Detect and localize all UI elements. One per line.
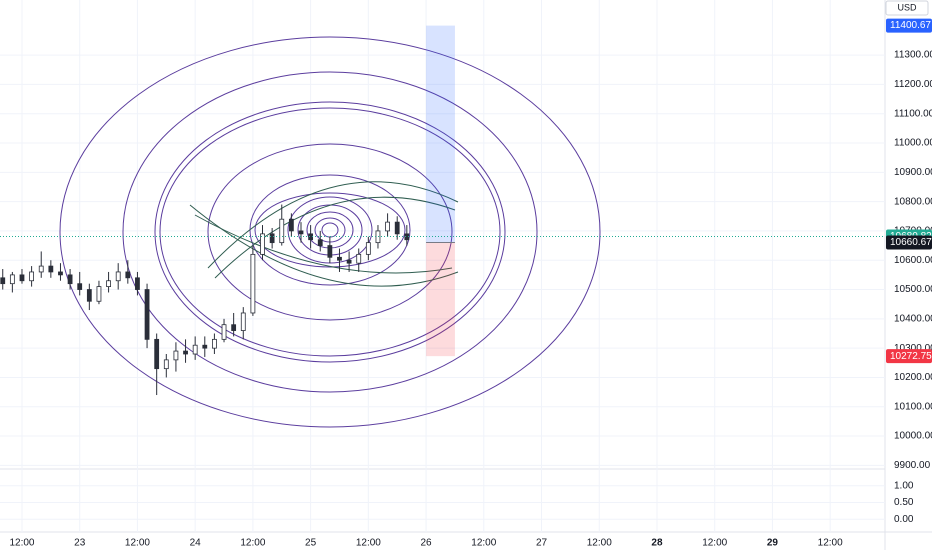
candle-body (77, 283, 83, 290)
candle-body (19, 274, 25, 282)
x-tick-label: 12:00 (702, 538, 727, 549)
y-tick-label: 10500.00 (894, 284, 932, 295)
loss-zone (426, 242, 455, 357)
x-tick-label: 29 (767, 538, 779, 549)
y-tick-label: 10100.00 (894, 401, 932, 412)
candle-body (269, 233, 275, 244)
price-badge (886, 18, 932, 33)
candle-body (144, 289, 150, 340)
x-tick-label: 25 (305, 538, 317, 549)
y-tick-label: 11000.00 (894, 138, 932, 149)
y-tick-label: 0.00 (894, 514, 914, 525)
y-tick-label: 9900.00 (894, 460, 931, 471)
curve[interactable] (214, 196, 456, 279)
candle-body (0, 277, 6, 285)
candle-body (67, 274, 73, 285)
candle-body (288, 218, 294, 232)
x-tick-label: 12:00 (125, 538, 150, 549)
x-tick-label: 12:00 (818, 538, 843, 549)
y-tick-label: 11200.00 (894, 79, 932, 90)
candle-body (154, 338, 160, 370)
x-tick-label: 24 (190, 538, 202, 549)
candle-body (327, 245, 333, 258)
currency-button[interactable] (885, 0, 929, 16)
candle-body (125, 271, 131, 279)
curve[interactable] (194, 214, 453, 274)
ellipse[interactable] (159, 107, 501, 357)
x-tick-label: 12:00 (587, 538, 612, 549)
candle-body (298, 230, 304, 235)
y-tick-label: 10400.00 (894, 313, 932, 324)
candle-body (48, 265, 54, 273)
x-tick-label: 12:00 (240, 538, 265, 549)
x-tick-label: 12:00 (471, 538, 496, 549)
candle-body (38, 265, 44, 273)
x-tick-label: 28 (651, 538, 663, 549)
price-badge-label: 10272.75 (890, 351, 932, 362)
candle-body (29, 271, 35, 282)
x-tick-label: 23 (74, 538, 86, 549)
candle-body (163, 359, 169, 370)
ellipse-drawing (59, 36, 601, 428)
candle-body (135, 277, 140, 290)
candle-body (356, 253, 362, 264)
ellipse[interactable] (59, 36, 601, 428)
price-badge (886, 235, 932, 250)
curve[interactable] (189, 204, 459, 287)
candle-body (115, 271, 121, 282)
y-tick-label: 10000.00 (894, 431, 932, 442)
candle-body (365, 242, 371, 255)
y-tick-label: 11100.00 (894, 108, 932, 119)
candle-body (9, 274, 15, 285)
ellipse[interactable] (321, 222, 339, 238)
candle-body (106, 280, 111, 288)
candle-body (346, 259, 352, 264)
candle-body (192, 344, 198, 355)
ellipse[interactable] (254, 192, 406, 268)
candle-body (221, 324, 227, 340)
y-tick-label: 10900.00 (894, 167, 932, 178)
y-tick-label: 10600.00 (894, 255, 932, 266)
candle-body (260, 233, 265, 255)
candle-body (375, 230, 381, 244)
candle-body (337, 256, 342, 261)
plot (0, 25, 885, 396)
candle-body (202, 344, 208, 349)
x-tick-label: 27 (536, 538, 548, 549)
candle-body (385, 221, 390, 232)
ellipse[interactable] (122, 71, 538, 393)
x-tick-label: 26 (421, 538, 433, 549)
candle-body (250, 253, 256, 314)
y-tick-label: 10800.00 (894, 196, 932, 207)
candle-body (96, 286, 102, 302)
curve[interactable] (207, 181, 459, 269)
candle-body (317, 239, 323, 246)
x-tick-label: 12:00 (356, 538, 381, 549)
y-tick-label: 1.00 (894, 480, 914, 491)
ellipse[interactable] (154, 101, 506, 363)
candle-body (58, 271, 63, 276)
price-badge (886, 349, 932, 364)
y-tick-label: 10300.00 (894, 343, 932, 354)
profit-zone (426, 25, 455, 243)
x-tick-label: 12:00 (9, 538, 34, 549)
candle-body (279, 218, 285, 244)
candle-body (173, 350, 179, 361)
y-tick-label: 11300.00 (894, 50, 932, 61)
y-tick-label: 10200.00 (894, 372, 932, 383)
candle-body (394, 221, 400, 235)
y-tick-label: 0.50 (894, 497, 914, 508)
candle-body (240, 312, 246, 331)
ellipse[interactable] (207, 143, 453, 321)
currency-label: USD (897, 2, 917, 12)
price-badge-label: 11400.67 (890, 20, 931, 31)
price-badge-label: 10660.67 (890, 237, 932, 248)
candle-body (86, 289, 92, 302)
candle-body (231, 324, 237, 331)
candle-body (212, 338, 217, 349)
candle-body (183, 350, 188, 355)
